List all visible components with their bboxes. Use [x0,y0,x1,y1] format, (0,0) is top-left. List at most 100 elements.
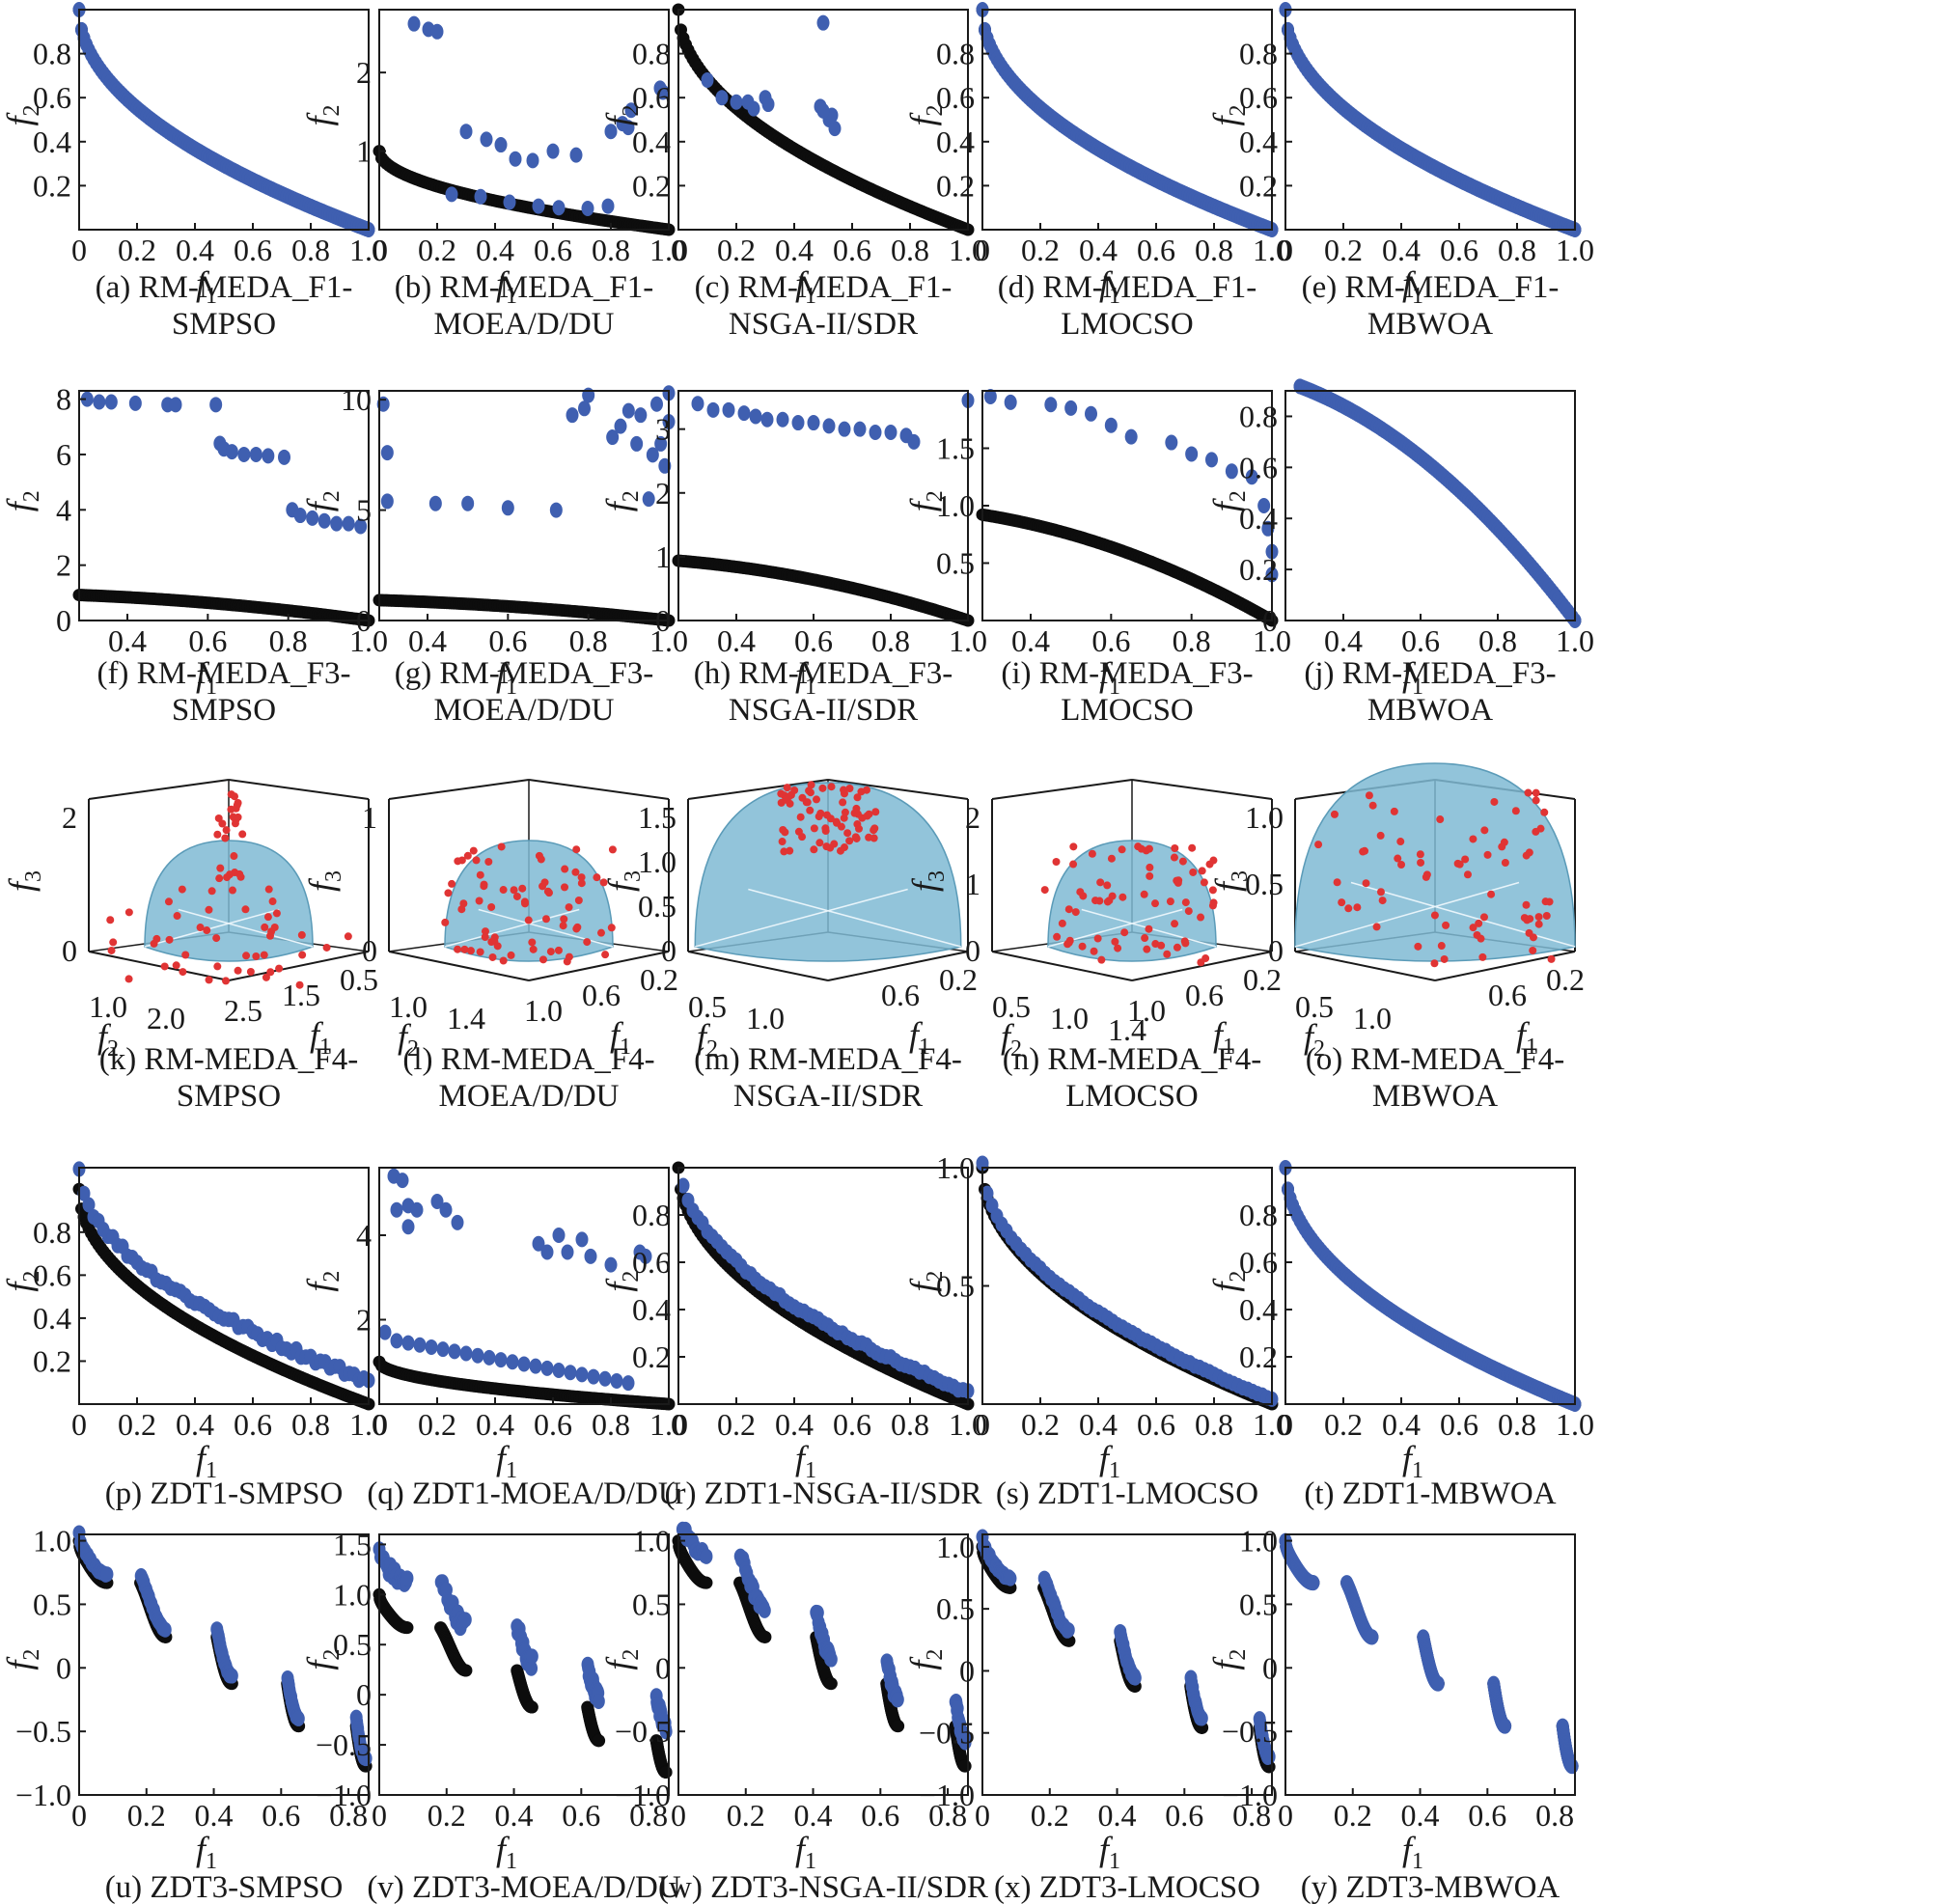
obtained-point [810,845,818,854]
caption-line-1: (i) RM-MEDA_F3- [1001,656,1253,691]
obtained-point [436,1341,450,1358]
x-tick-label: 0.4 [1324,623,1363,658]
obtained-point [178,885,186,894]
obtained-point [1178,857,1187,866]
x-tick-label: 1.0 [349,623,388,658]
obtained-point [1422,872,1430,881]
true-front-point [759,1630,772,1643]
obtained-point [1118,893,1127,901]
y-tick-label: 0.4 [33,124,71,159]
f2-tick-label: 1.0 [1050,1001,1089,1035]
obtained-point [214,814,223,822]
y-tick-label: 5 [356,493,372,528]
x-tick-label: 0.8 [592,1407,630,1442]
obtained-solutions-j [1293,378,1582,628]
y-tick-label: 0.8 [1239,37,1278,71]
x-tick-label: 0.4 [1382,233,1421,267]
obtained-point [865,810,873,818]
y-tick-label: 1.0 [936,1150,975,1185]
x-tick-label: 0.8 [1478,623,1517,658]
f1-tick-label: 0.6 [1488,978,1527,1012]
obtained-point [164,897,173,906]
obtained-point [268,897,277,906]
obtained-point [760,411,774,428]
y-tick-label: 3 [655,412,671,447]
obtained-point [1069,860,1078,869]
obtained-point [1166,897,1174,906]
caption: (u) ZDT3-SMPSO [105,1870,344,1904]
y-tick-label: 0.8 [1239,1198,1278,1232]
x-tick-label: 0.2 [717,233,756,267]
obtained-point [818,784,827,792]
obtained-point [264,885,273,894]
z-axis-label: f3 [1208,870,1253,892]
f2-tick-label: 1.0 [1353,1001,1392,1035]
x-tick-label: 0 [975,233,990,267]
y-tick-label: 0 [655,603,671,638]
obtained-point [1205,860,1214,869]
obtained-point [401,1219,415,1235]
obtained-point [476,948,484,956]
y-tick-label: 0.2 [33,1343,71,1378]
true-front-point [892,1720,905,1733]
obtained-point [1181,939,1190,948]
obtained-point [827,783,836,791]
obtained-point [1511,807,1520,815]
obtained-point [1475,919,1483,927]
y-axis-label: f2 [0,1649,44,1670]
x-tick-label: 0.6 [562,1798,600,1833]
x-tick-label: 0.8 [871,623,910,658]
obtained-point [1170,853,1178,862]
true-front-f [72,589,375,627]
x-tick-label: 0.8 [291,233,330,267]
f2-tick-label: 1.0 [389,989,428,1024]
obtained-point [577,873,586,882]
y-tick-label: −1.0 [316,1778,372,1812]
y-tick-label: 0.6 [33,80,71,115]
obtained-point [425,1338,438,1355]
obtained-point [1397,860,1406,869]
obtained-point [521,899,530,908]
y-tick-label: 0.8 [33,1215,71,1250]
x-tick-label: 0.4 [176,233,214,267]
obtained-point [574,897,583,905]
y-tick-label: 0.5 [33,1587,71,1621]
obtained-point [1052,857,1061,866]
x-tick-label: 0.6 [1401,623,1440,658]
obtained-point [454,945,462,953]
z-tick-label: 2 [965,800,980,835]
obtained-point [378,1324,392,1340]
true-front-e [1279,3,1582,236]
obtained-point [100,1566,114,1583]
x-tick-label: 0.4 [1079,233,1118,267]
obtained-point [564,1365,577,1381]
obtained-point [1004,1570,1017,1587]
true-front-point [459,1664,473,1677]
obtained-point [1463,870,1472,879]
y-axis-label: f2 [903,490,948,511]
y-tick-label: 8 [56,382,71,417]
y-tick-label: 0.5 [632,1587,671,1621]
obtained-point [1205,452,1218,468]
x-tick-label: 0.6 [861,1798,899,1833]
z-tick-label: 1 [362,800,377,835]
obtained-point [1534,913,1543,922]
obtained-point [1137,844,1146,853]
x-tick-label: 0.6 [1165,1798,1203,1833]
obtained-point [596,928,605,937]
obtained-point [93,394,106,410]
obtained-point [484,857,493,866]
obtained-point [1532,796,1540,805]
obtained-point [1536,824,1545,833]
caption-line-2: MBWOA [1372,1079,1498,1114]
obtained-point [715,90,729,106]
obtained-point [237,446,251,462]
obtained-point [1064,400,1078,416]
y-tick-label: 2 [655,476,671,510]
obtained-point [870,824,879,833]
obtained-point [778,838,787,846]
true-front-point [700,1576,713,1589]
obtained-point [840,786,848,794]
obtained-point [1501,859,1509,868]
axes-frame [78,390,370,621]
